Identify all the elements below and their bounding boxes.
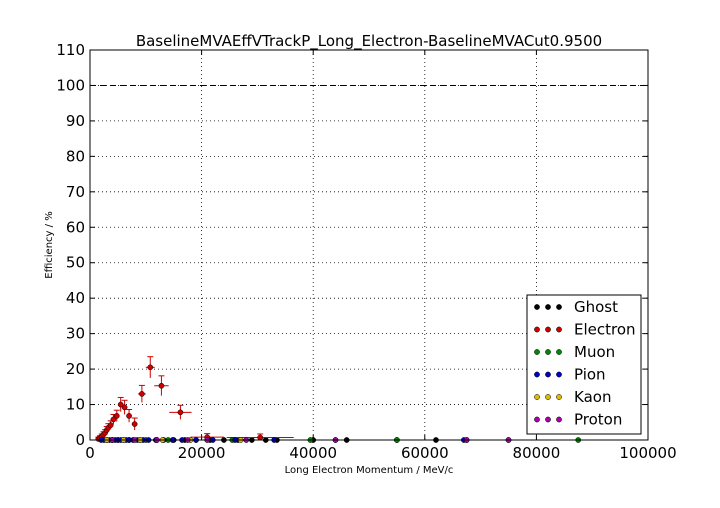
legend-marker-pion (545, 371, 551, 378)
electron-point (121, 404, 128, 411)
plot-frame (89, 49, 649, 441)
y-tick-label: 70 (66, 183, 85, 201)
legend-label-pion: Pion (574, 366, 606, 384)
x-axis-label: Long Electron Momentum / MeV/c (285, 465, 454, 476)
x-tick-label: 20000 (178, 444, 226, 462)
y-tick-label: 100 (56, 76, 85, 94)
y-tick-label: 80 (66, 147, 85, 165)
legend-marker-pion (534, 371, 540, 378)
electron-point (110, 416, 117, 423)
y-tick-label: 10 (66, 396, 85, 414)
x-tick-label: 60000 (401, 444, 449, 462)
y-axis-label: Efficiency / % (44, 211, 55, 278)
electron-point (139, 391, 145, 397)
legend-marker-ghost (556, 304, 562, 310)
y-tick-label: 20 (66, 360, 85, 378)
y-tick-label: 30 (66, 325, 85, 343)
legend-marker-proton (534, 416, 540, 423)
legend-marker-kaon (556, 394, 562, 400)
legend-marker-muon (534, 349, 540, 355)
y-tick-label: 50 (66, 254, 85, 272)
electron-point (113, 413, 120, 419)
y-tick-label: 40 (66, 289, 85, 307)
electron-point (147, 364, 154, 371)
electron-point (158, 382, 165, 389)
legend-marker-muon (545, 349, 551, 355)
legend-box (526, 294, 642, 435)
electron-point (131, 421, 138, 427)
x-tick-label: 100000 (619, 444, 676, 462)
x-tick-label: 80000 (513, 444, 561, 462)
legend-marker-proton (545, 416, 551, 423)
legend-label-proton: Proton (574, 411, 622, 429)
electron-point (126, 413, 132, 419)
legend: Ghost Electron Muon Pion Kaon Proton (526, 294, 642, 435)
legend-label-muon: Muon (574, 343, 615, 361)
legend-marker-ghost (534, 304, 540, 310)
electron-point (117, 401, 124, 408)
chart-title: BaselineMVAEffVTrackP_Long_Electron-Base… (136, 32, 602, 51)
electron-point (257, 434, 264, 441)
legend-marker-proton (556, 416, 562, 423)
legend-marker-kaon (534, 394, 540, 400)
legend-marker-ghost (545, 304, 551, 310)
legend-label-ghost: Ghost (574, 298, 618, 316)
legend-marker-pion (556, 371, 562, 378)
legend-items: Ghost Electron Muon Pion Kaon Proton (534, 298, 636, 429)
y-tick-label: 0 (75, 431, 85, 449)
legend-marker-kaon (545, 394, 551, 400)
x-tick-label: 40000 (289, 444, 337, 462)
legend-label-electron: Electron (574, 321, 636, 339)
legend-marker-electron (556, 326, 562, 333)
legend-marker-electron (545, 326, 551, 333)
legend-marker-muon (556, 349, 562, 355)
y-tick-label: 110 (56, 41, 85, 59)
x-tick-label: 0 (85, 444, 95, 462)
legend-label-kaon: Kaon (574, 388, 611, 406)
ticks-layer: 0 20000 40000 60000 80000 100000 0 10 20 30 40 50 60… (56, 41, 676, 462)
y-tick-label: 60 (66, 218, 85, 236)
legend-marker-electron (534, 326, 540, 333)
y-tick-label: 90 (66, 112, 85, 130)
electron-point (177, 409, 184, 416)
electron-point (107, 422, 114, 428)
